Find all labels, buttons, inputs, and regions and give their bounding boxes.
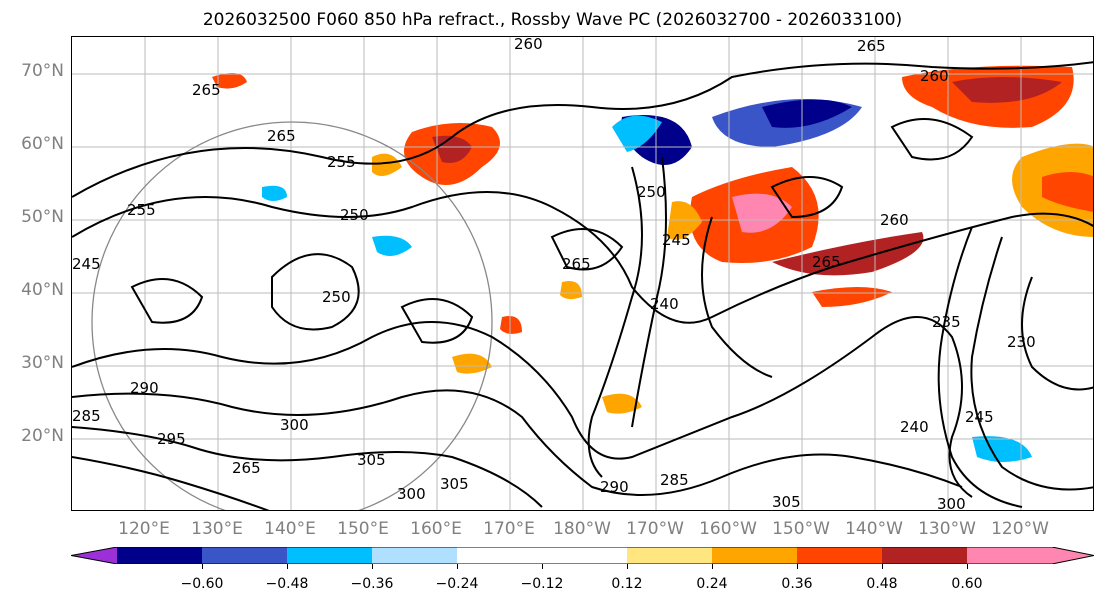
- svg-text:265: 265: [812, 253, 841, 271]
- svg-text:300: 300: [397, 485, 426, 503]
- svg-text:245: 245: [72, 255, 101, 273]
- lon-label-140e: 140°E: [264, 519, 316, 539]
- colorbar-tick-label: 0.12: [611, 576, 643, 592]
- svg-text:240: 240: [650, 295, 679, 313]
- lat-label-50n: 50°N: [21, 207, 64, 227]
- colorbar-bin-9: [797, 547, 882, 564]
- svg-text:265: 265: [192, 81, 221, 99]
- svg-text:305: 305: [440, 475, 469, 493]
- lon-label-160e: 160°E: [410, 519, 462, 539]
- svg-text:260: 260: [880, 211, 909, 229]
- contour-labels: 260 265 260 265 265 255 250 255 245 250 …: [72, 37, 1036, 511]
- colorbar-bin-5: [457, 547, 542, 564]
- svg-text:290: 290: [130, 379, 159, 397]
- svg-text:255: 255: [327, 153, 356, 171]
- svg-text:245: 245: [965, 408, 994, 426]
- colorbar-tickmark: [882, 564, 883, 569]
- svg-text:260: 260: [514, 37, 543, 53]
- colorbar-tickmark: [627, 564, 628, 569]
- svg-text:265: 265: [562, 255, 591, 273]
- svg-text:230: 230: [1007, 333, 1036, 351]
- colorbar-tick-label: 0.60: [951, 576, 983, 592]
- refractivity-contours: [72, 61, 1093, 510]
- colorbar-bin-1: [117, 547, 202, 564]
- lon-label-170e: 170°E: [483, 519, 535, 539]
- colorbar: [71, 547, 1094, 564]
- colorbar-tickmark: [797, 564, 798, 569]
- lat-label-20n: 20°N: [21, 426, 64, 446]
- lon-label-130w: 130°W: [918, 519, 976, 539]
- lat-label-40n: 40°N: [21, 280, 64, 300]
- lon-label-180w: 180°W: [553, 519, 611, 539]
- svg-text:250: 250: [637, 183, 666, 201]
- colorbar-tick-label: −0.48: [265, 576, 309, 592]
- colorbar-bin-3: [287, 547, 372, 564]
- colorbar-max-extend: [1052, 547, 1094, 564]
- colorbar-min-extend: [71, 547, 117, 564]
- svg-text:265: 265: [857, 37, 886, 55]
- svg-text:305: 305: [772, 493, 801, 511]
- colorbar-bin-2: [202, 547, 287, 564]
- svg-text:255: 255: [127, 201, 156, 219]
- lon-label-150e: 150°E: [337, 519, 389, 539]
- colorbar-bin-8: [712, 547, 797, 564]
- colorbar-tickmark: [542, 564, 543, 569]
- lat-label-30n: 30°N: [21, 353, 64, 373]
- lat-label-70n: 70°N: [21, 61, 64, 81]
- svg-text:265: 265: [232, 459, 261, 477]
- colorbar-tickmark: [287, 564, 288, 569]
- colorbar-tick-label: −0.60: [180, 576, 224, 592]
- colorbar-tick-label: −0.24: [435, 576, 479, 592]
- lat-label-60n: 60°N: [21, 134, 64, 154]
- colorbar-bin-7: [627, 547, 712, 564]
- lon-label-120e: 120°E: [118, 519, 170, 539]
- colorbar-tickmark: [372, 564, 373, 569]
- map-canvas: 260 265 260 265 265 255 250 255 245 250 …: [72, 37, 1093, 511]
- svg-text:250: 250: [322, 288, 351, 306]
- colorbar-tick-label: −0.12: [520, 576, 564, 592]
- colorbar-tickmark: [967, 564, 968, 569]
- colorbar-tick-label: −0.36: [350, 576, 394, 592]
- svg-text:260: 260: [920, 67, 949, 85]
- colorbar-tick-label: 0.24: [696, 576, 728, 592]
- colorbar-tick-label: 0.48: [866, 576, 898, 592]
- svg-text:240: 240: [900, 418, 929, 436]
- colorbar-bin-10: [882, 547, 967, 564]
- colorbar-bin-6: [542, 547, 627, 564]
- lon-label-170w: 170°W: [626, 519, 684, 539]
- svg-text:245: 245: [662, 231, 691, 249]
- lon-label-140w: 140°W: [845, 519, 903, 539]
- svg-text:295: 295: [157, 430, 186, 448]
- svg-text:265: 265: [267, 127, 296, 145]
- reference-circle: [91, 121, 493, 510]
- svg-text:235: 235: [932, 313, 961, 331]
- colorbar-tickmark: [712, 564, 713, 569]
- colorbar-tick-label: 0.36: [781, 576, 813, 592]
- svg-text:300: 300: [937, 495, 966, 511]
- colorbar-bin-4: [372, 547, 457, 564]
- map-title: 2026032500 F060 850 hPa refract., Rossby…: [202, 10, 903, 30]
- lon-label-150w: 150°W: [772, 519, 830, 539]
- lon-label-130e: 130°E: [191, 519, 243, 539]
- svg-text:290: 290: [600, 478, 629, 496]
- svg-text:300: 300: [280, 416, 309, 434]
- lon-label-120w: 120°W: [991, 519, 1049, 539]
- svg-text:305: 305: [357, 451, 386, 469]
- svg-text:285: 285: [660, 471, 689, 489]
- map-panel: 260 265 260 265 265 255 250 255 245 250 …: [71, 36, 1094, 511]
- colorbar-tickmark: [457, 564, 458, 569]
- colorbar-bin-11: [967, 547, 1052, 564]
- svg-text:250: 250: [340, 206, 369, 224]
- lon-label-160w: 160°W: [699, 519, 757, 539]
- svg-text:285: 285: [72, 407, 101, 425]
- graticule: [72, 37, 1093, 510]
- colorbar-tickmark: [202, 564, 203, 569]
